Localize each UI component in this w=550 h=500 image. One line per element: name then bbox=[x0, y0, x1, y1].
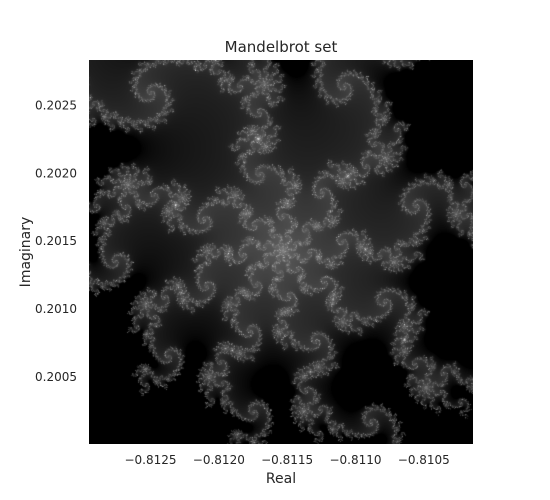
y-tick-label: 0.2020 bbox=[35, 166, 77, 180]
y-axis-ticks: 0.2005 0.2010 0.2015 0.2020 0.2025 bbox=[35, 98, 77, 383]
plot-area bbox=[89, 60, 473, 444]
x-tick-label: −0.8120 bbox=[193, 453, 245, 467]
x-axis-ticks: −0.8125 −0.8120 −0.8115 −0.8110 −0.8105 bbox=[124, 453, 449, 467]
x-axis-label: Real bbox=[266, 471, 296, 487]
mandelbrot-image bbox=[89, 60, 473, 444]
y-axis-label: Imaginary bbox=[18, 217, 34, 288]
x-tick-label: −0.8105 bbox=[398, 453, 450, 467]
y-tick-label: 0.2010 bbox=[35, 302, 77, 316]
x-tick-label: −0.8115 bbox=[261, 453, 313, 467]
x-tick-label: −0.8125 bbox=[124, 453, 176, 467]
chart-title: Mandelbrot set bbox=[225, 38, 338, 56]
y-tick-label: 0.2005 bbox=[35, 370, 77, 384]
x-tick-label: −0.8110 bbox=[329, 453, 381, 467]
y-tick-label: 0.2025 bbox=[35, 98, 77, 112]
y-tick-label: 0.2015 bbox=[35, 234, 77, 248]
